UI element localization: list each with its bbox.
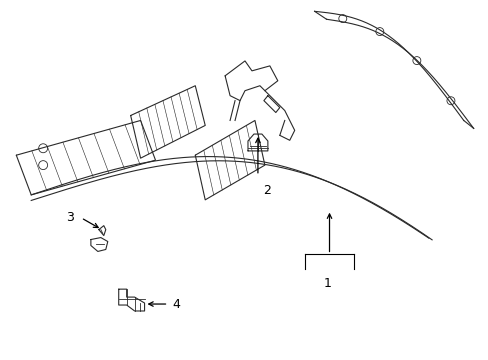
- Text: 1: 1: [323, 277, 331, 290]
- Text: 2: 2: [263, 184, 270, 197]
- Text: 3: 3: [66, 211, 74, 224]
- Text: 4: 4: [172, 297, 180, 311]
